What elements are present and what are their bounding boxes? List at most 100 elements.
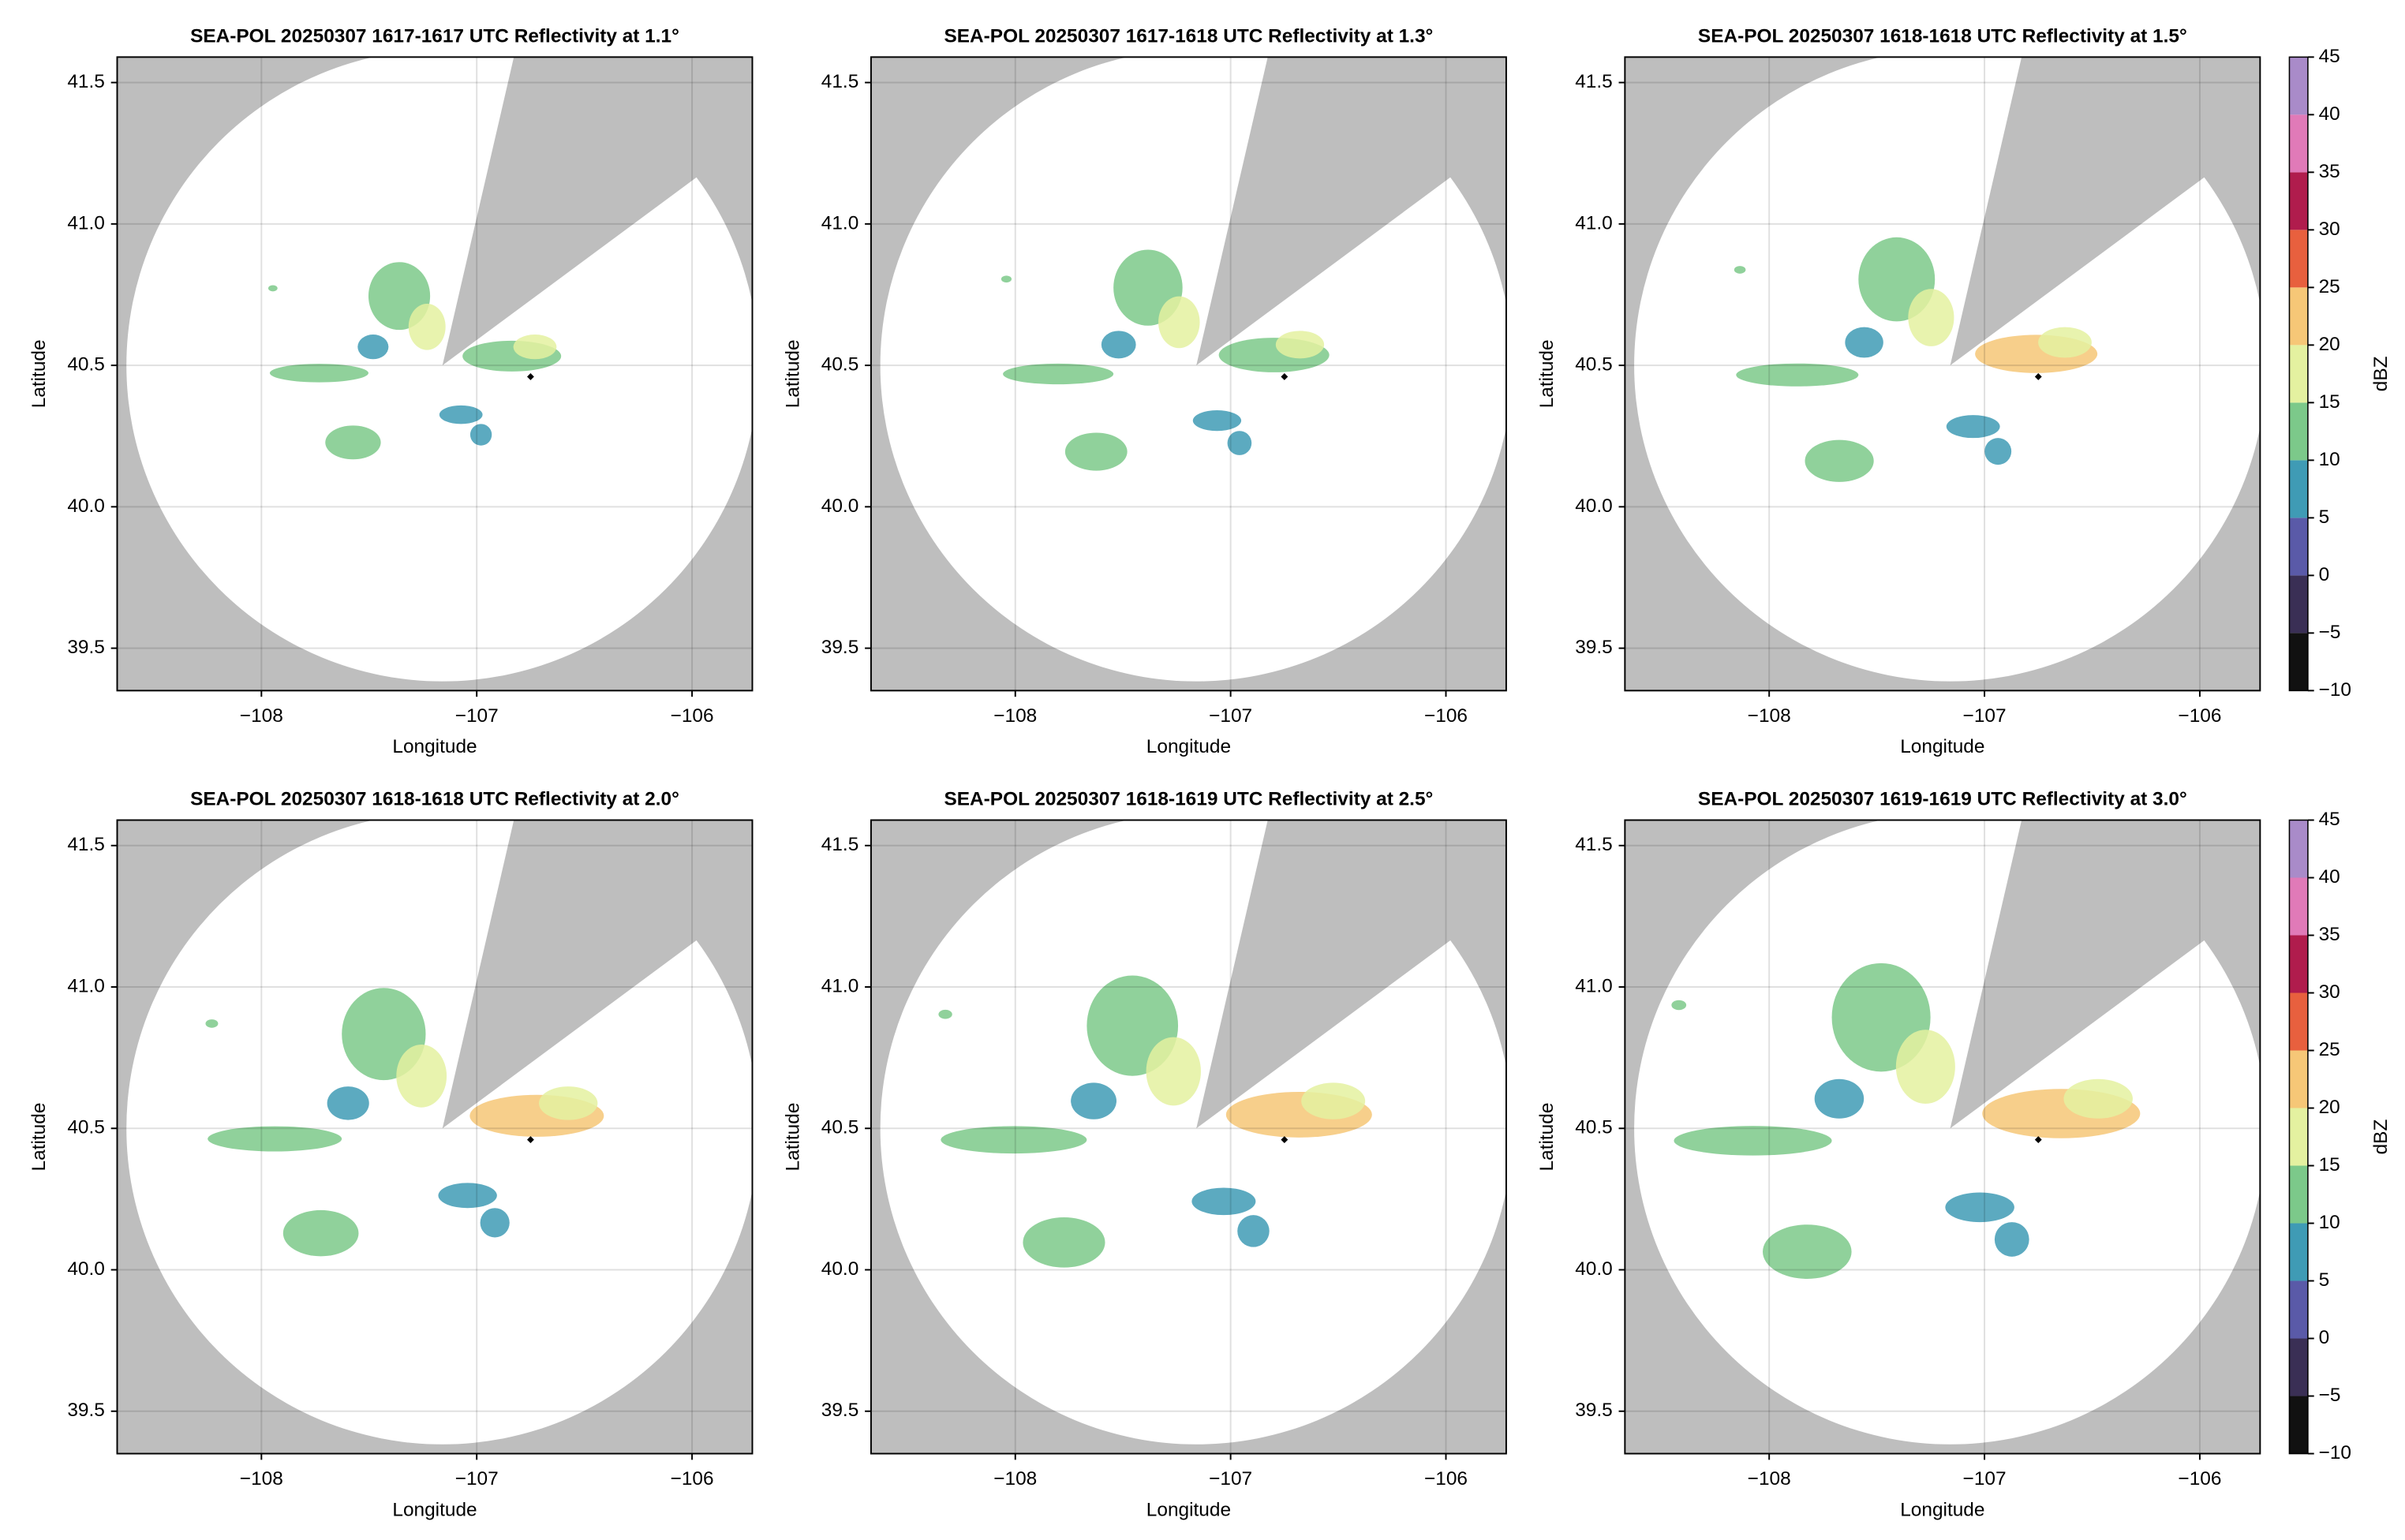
- colorbar-band: [2289, 1108, 2308, 1166]
- y-tick-label: 41.0: [67, 212, 105, 234]
- panel: SEA-POL 20250307 1618-1619 UTC Reflectiv…: [783, 789, 1507, 1520]
- colorbar-band: [2289, 172, 2308, 230]
- colorbar-band: [2289, 1165, 2308, 1224]
- x-tick-label: −108: [240, 705, 283, 727]
- y-tick-label: 41.0: [821, 975, 859, 996]
- colorbar-tick-label: −10: [2319, 1442, 2351, 1463]
- x-tick-label: −108: [1748, 1468, 1791, 1490]
- reflectivity-echo: [2038, 327, 2092, 358]
- colorbar-tick-label: 35: [2319, 924, 2340, 945]
- colorbar-tick-label: 15: [2319, 391, 2340, 413]
- colorbar-tick-label: 25: [2319, 276, 2340, 297]
- x-tick-label: −107: [1209, 705, 1252, 727]
- x-tick-label: −108: [993, 705, 1037, 727]
- y-axis-label: Latitude: [1536, 1103, 1558, 1172]
- station-marker: [526, 1136, 534, 1144]
- x-tick-label: −107: [1963, 1468, 2007, 1490]
- colorbar-band: [2289, 633, 2308, 691]
- x-tick-label: −106: [671, 1468, 714, 1490]
- reflectivity-echo: [325, 425, 381, 460]
- y-tick-label: 41.0: [821, 212, 859, 234]
- axes-frame: [116, 819, 754, 1455]
- plot-area: [870, 820, 1506, 1454]
- y-tick-label: 40.5: [1575, 1117, 1613, 1138]
- y-tick-label: 41.5: [821, 71, 859, 92]
- reflectivity-echo: [1227, 431, 1252, 455]
- reflectivity-echo: [941, 1126, 1087, 1154]
- colorbar-tick-label: 5: [2319, 1269, 2330, 1291]
- panel-title: SEA-POL 20250307 1619-1619 UTC Reflectiv…: [1698, 789, 2187, 810]
- x-tick-label: −108: [1748, 705, 1791, 727]
- axes-frame: [116, 56, 754, 692]
- reflectivity-echo: [208, 1126, 342, 1152]
- y-tick-label: 39.5: [821, 637, 859, 658]
- axes-frame: [870, 819, 1507, 1455]
- colorbar-band: [2289, 992, 2308, 1051]
- reflectivity-echo: [1763, 1224, 1852, 1279]
- reflectivity-echo: [1984, 438, 2012, 465]
- plot-area: [870, 57, 1506, 691]
- reflectivity-echo: [1071, 1082, 1116, 1119]
- reflectivity-echo: [1146, 1037, 1201, 1106]
- y-tick-label: 41.5: [821, 834, 859, 855]
- x-tick-label: −106: [1424, 705, 1468, 727]
- plot-area: [117, 57, 753, 691]
- colorbar-band: [2289, 1050, 2308, 1108]
- blocked-sector: [1950, 820, 2261, 1129]
- x-tick-label: −106: [2178, 1468, 2221, 1490]
- reflectivity-echo: [1275, 331, 1325, 359]
- colorbar-tick-label: 40: [2319, 103, 2340, 125]
- reflectivity-echo: [269, 364, 368, 383]
- colorbar-band: [2289, 820, 2308, 878]
- y-tick-label: 40.0: [821, 1258, 859, 1280]
- colorbar-band: [2289, 935, 2308, 993]
- y-tick-label: 41.5: [67, 71, 105, 92]
- reflectivity-echo: [538, 1086, 598, 1120]
- colorbar-tick-label: 5: [2319, 506, 2330, 528]
- colorbar-tick-label: 30: [2319, 981, 2340, 1003]
- colorbar-frame: [2288, 56, 2309, 692]
- colorbar-band: [2289, 1223, 2308, 1281]
- colorbar-tick-label: 20: [2319, 1097, 2340, 1118]
- colorbar-tick-label: 45: [2319, 46, 2340, 67]
- reflectivity-echo: [439, 405, 483, 424]
- blocked-sector: [442, 820, 753, 1129]
- reflectivity-echo: [1301, 1082, 1366, 1119]
- x-axis-label: Longitude: [1900, 1499, 1984, 1520]
- panel: SEA-POL 20250307 1617-1618 UTC Reflectiv…: [783, 25, 1507, 757]
- y-tick-label: 41.0: [1575, 212, 1613, 234]
- x-axis-label: Longitude: [1900, 736, 1984, 757]
- y-tick-label: 41.5: [67, 834, 105, 855]
- colorbar-tick-label: −5: [2319, 622, 2341, 643]
- colorbar-tick-label: −10: [2319, 679, 2351, 701]
- reflectivity-echo: [1192, 410, 1242, 432]
- x-axis-label: Longitude: [1146, 1499, 1231, 1520]
- colorbar-band: [2289, 1338, 2308, 1396]
- panel-title: SEA-POL 20250307 1618-1618 UTC Reflectiv…: [1698, 25, 2187, 47]
- panel-title: SEA-POL 20250307 1617-1618 UTC Reflectiv…: [944, 25, 1434, 47]
- blocked-sector: [1950, 57, 2261, 366]
- colorbar-label: dBZ: [2370, 356, 2392, 391]
- panel: SEA-POL 20250307 1619-1619 UTC Reflectiv…: [1536, 789, 2261, 1520]
- y-axis-label: Latitude: [783, 339, 804, 408]
- reflectivity-echo: [1674, 1126, 1832, 1156]
- plot-area: [1625, 57, 2261, 691]
- blocked-sector: [1196, 57, 1506, 366]
- reflectivity-echo: [938, 1009, 952, 1019]
- reflectivity-echo: [1191, 1187, 1256, 1216]
- colorbar-band: [2289, 575, 2308, 634]
- y-tick-label: 41.5: [1575, 71, 1613, 92]
- reflectivity-echo: [1946, 415, 2000, 439]
- x-tick-label: −107: [455, 1468, 499, 1490]
- y-tick-label: 40.0: [1575, 495, 1613, 517]
- colorbar-tick-label: 0: [2319, 1327, 2330, 1348]
- panel: SEA-POL 20250307 1618-1618 UTC Reflectiv…: [1536, 25, 2261, 757]
- blocked-sector: [1196, 820, 1506, 1129]
- reflectivity-echo: [1908, 289, 1954, 346]
- panel: SEA-POL 20250307 1618-1618 UTC Reflectiv…: [28, 789, 754, 1520]
- station-marker: [2034, 1136, 2042, 1144]
- colorbar-tick-label: 45: [2319, 809, 2340, 830]
- panel-title: SEA-POL 20250307 1617-1617 UTC Reflectiv…: [190, 25, 679, 47]
- axes-frame: [870, 56, 1507, 692]
